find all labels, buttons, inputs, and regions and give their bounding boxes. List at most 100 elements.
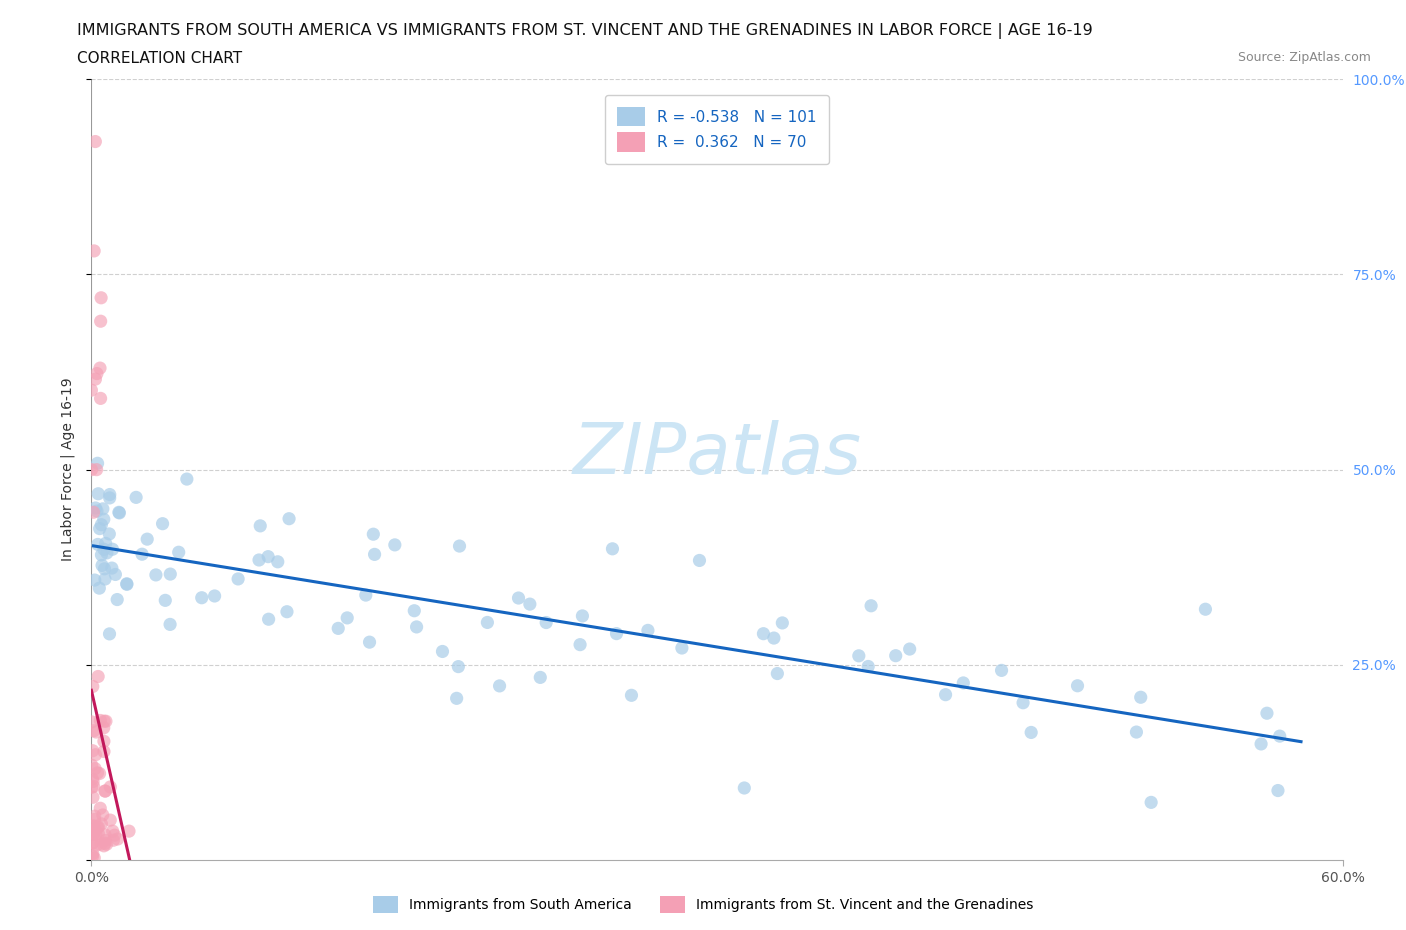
Point [89, 766, 111, 781]
Point [108, 505, 131, 520]
Point [93, 714, 115, 729]
Y-axis label: In Labor Force | Age 16-19: In Labor Force | Age 16-19 [60, 378, 75, 562]
Point [569, 637, 592, 652]
Point [108, 506, 131, 521]
Point [898, 642, 921, 657]
Point [752, 626, 775, 641]
Point [155, 593, 177, 608]
Point [80, 780, 103, 795]
Point [449, 538, 471, 553]
Point [98, 779, 121, 794]
Point [94, 833, 117, 848]
Point [84, 724, 107, 739]
Point [91, 558, 114, 573]
Text: ZIPatlas: ZIPatlas [572, 419, 862, 488]
Point [447, 659, 470, 674]
Point [96, 837, 118, 852]
Point [90, 290, 112, 305]
Point [90, 817, 112, 831]
Point [952, 675, 974, 690]
Point [90, 548, 112, 563]
Point [80, 758, 103, 773]
Point [529, 670, 551, 684]
Point [1268, 729, 1291, 744]
Point [84, 761, 107, 776]
Point [152, 516, 174, 531]
Point [766, 666, 789, 681]
Legend: R = -0.538   N = 101, R =  0.362   N = 70: R = -0.538 N = 101, R = 0.362 N = 70 [605, 95, 830, 165]
Point [91, 807, 114, 822]
Point [89, 713, 111, 728]
Point [86, 366, 108, 381]
Point [107, 831, 129, 846]
Point [83, 779, 105, 794]
Point [278, 512, 301, 526]
Point [98, 813, 121, 828]
Point [159, 566, 181, 581]
Point [328, 621, 350, 636]
Point [89, 521, 111, 536]
Point [1194, 602, 1216, 617]
Point [1250, 737, 1272, 751]
Point [762, 631, 785, 645]
Point [93, 744, 115, 759]
Point [82, 824, 104, 839]
Point [98, 490, 121, 505]
Point [82, 772, 104, 787]
Point [190, 591, 212, 605]
Point [93, 542, 115, 557]
Point [84, 372, 107, 387]
Point [770, 616, 793, 631]
Point [98, 627, 121, 642]
Point [86, 820, 108, 835]
Point [637, 623, 659, 638]
Point [84, 822, 107, 837]
Point [94, 714, 117, 729]
Point [276, 604, 298, 619]
Point [131, 547, 153, 562]
Point [488, 679, 510, 694]
Point [404, 604, 426, 618]
Point [432, 644, 454, 658]
Point [83, 851, 105, 866]
Point [94, 784, 117, 799]
Point [84, 827, 107, 842]
Point [848, 648, 870, 663]
Point [384, 538, 406, 552]
Point [101, 561, 124, 576]
Point [94, 828, 117, 843]
Point [80, 835, 103, 850]
Point [82, 827, 104, 842]
Point [167, 545, 190, 560]
Point [89, 361, 111, 376]
Point [519, 597, 541, 612]
Point [82, 679, 104, 694]
Point [363, 526, 385, 541]
Point [94, 572, 117, 587]
Point [90, 313, 112, 328]
Point [86, 456, 108, 471]
Point [80, 714, 103, 729]
Point [605, 626, 627, 641]
Point [93, 512, 115, 526]
Point [86, 462, 108, 477]
Point [87, 669, 110, 684]
Point [83, 244, 105, 259]
Point [405, 619, 427, 634]
Point [257, 550, 280, 565]
Text: Source: ZipAtlas.com: Source: ZipAtlas.com [1237, 51, 1371, 64]
Point [884, 648, 907, 663]
Point [115, 577, 138, 591]
Point [91, 501, 114, 516]
Point [82, 774, 104, 789]
Point [93, 721, 115, 736]
Point [136, 532, 159, 547]
Point [671, 641, 693, 656]
Point [83, 826, 105, 841]
Point [87, 826, 110, 841]
Point [145, 567, 167, 582]
Point [82, 849, 104, 864]
Point [94, 836, 117, 851]
Point [354, 588, 377, 603]
Point [602, 541, 624, 556]
